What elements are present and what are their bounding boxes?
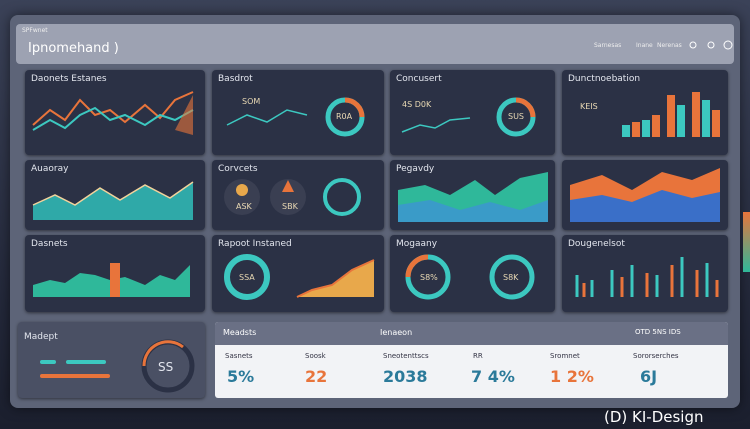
gauge-value: SS xyxy=(158,360,174,374)
label: SUS xyxy=(508,112,525,121)
decoration xyxy=(405,254,535,300)
label: R0A xyxy=(336,112,353,121)
decoration xyxy=(570,168,720,222)
nav-item[interactable]: Inane xyxy=(636,42,653,49)
stats-header: Meadsts Ienaeon OTD 5NS IDS xyxy=(215,322,728,345)
label: S8% xyxy=(420,273,438,282)
side-tab xyxy=(743,212,750,272)
stat-value: 2038 xyxy=(383,367,428,386)
stat-label: Sasnets xyxy=(225,352,253,360)
label: SBK xyxy=(282,202,298,211)
label: 4S D0K xyxy=(402,100,432,109)
header-icons xyxy=(689,40,733,50)
panel-title: Pegavdy xyxy=(396,164,435,174)
app-title: Ipnomehand ) xyxy=(28,41,119,56)
stat-value: 22 xyxy=(305,367,328,386)
label: S8K xyxy=(503,273,519,282)
tab: SPFwnet xyxy=(22,27,48,34)
decoration xyxy=(32,181,194,220)
stat-label: Soosk xyxy=(305,352,326,360)
stat-label: Sororserches xyxy=(633,352,679,360)
stat-label: Sromnet xyxy=(550,352,580,360)
decoration xyxy=(401,97,536,137)
stats-title: Meadsts xyxy=(223,328,257,337)
label: SSA xyxy=(239,273,255,282)
decoration xyxy=(33,263,190,297)
decoration xyxy=(40,339,195,393)
panel: Daonets Estanes xyxy=(25,70,205,155)
panel: Madept SS xyxy=(18,322,205,398)
stats-subtitle: Ienaeon xyxy=(380,328,413,337)
panel: Rapoot Instaned SSA xyxy=(212,235,384,312)
decoration xyxy=(32,91,194,135)
decoration xyxy=(224,178,361,216)
nav-item[interactable]: Sarnesas xyxy=(594,42,622,49)
panel: Dasnets xyxy=(25,235,205,312)
stats-panel: Meadsts Ienaeon OTD 5NS IDS Sasnets 5% S… xyxy=(215,322,728,398)
panel: Pegavdy xyxy=(390,160,555,230)
label: ASK xyxy=(236,202,252,211)
panel: Corvcets ASK SBK xyxy=(212,160,384,230)
stat-value: 5% xyxy=(227,367,255,386)
panel-title: Dasnets xyxy=(31,239,68,249)
panel: Dunctnoebation KEIS xyxy=(562,70,728,155)
panel-title: Daonets Estanes xyxy=(31,74,107,84)
stat-value: 7 4% xyxy=(471,367,515,386)
panel-title: Dunctnoebation xyxy=(568,74,641,84)
header: SPFwnet Ipnomehand ) Sarnesas Inane Nere… xyxy=(16,24,734,64)
decoration xyxy=(226,97,365,137)
panel: Auaoray xyxy=(25,160,205,230)
panel-title: Dougenelsot xyxy=(568,239,625,249)
panel-title: Basdrot xyxy=(218,74,253,84)
watermark: (D) KI-Design xyxy=(604,408,704,426)
panel: Mogaany S8% S8K xyxy=(390,235,555,312)
stat-value: 1 2% xyxy=(550,367,594,386)
panel-title: Mogaany xyxy=(396,239,438,249)
panel: Concusert 4S D0K SUS xyxy=(390,70,555,155)
stat-label: Sneotenttscs xyxy=(383,352,429,360)
decoration xyxy=(622,92,720,137)
panel-title: Auaoray xyxy=(31,164,69,174)
decoration xyxy=(575,257,719,297)
stat-label: RR xyxy=(473,352,483,360)
label: KEIS xyxy=(580,102,598,111)
nav-item[interactable]: Nerenas xyxy=(657,42,682,49)
decoration xyxy=(224,254,375,300)
panel: Dougenelsot xyxy=(562,235,728,312)
panel xyxy=(562,160,728,230)
label: SOM xyxy=(242,97,261,106)
panel: Basdrot SOM R0A xyxy=(212,70,384,155)
stat-value: 6J xyxy=(640,367,658,386)
panel-title: Concusert xyxy=(396,74,442,84)
panel-title: Rapoot Instaned xyxy=(218,239,292,249)
panel-title: Madept xyxy=(24,332,58,342)
panel-title: Corvcets xyxy=(218,164,258,174)
decoration xyxy=(398,172,548,222)
stats-meta: OTD 5NS IDS xyxy=(635,328,681,336)
